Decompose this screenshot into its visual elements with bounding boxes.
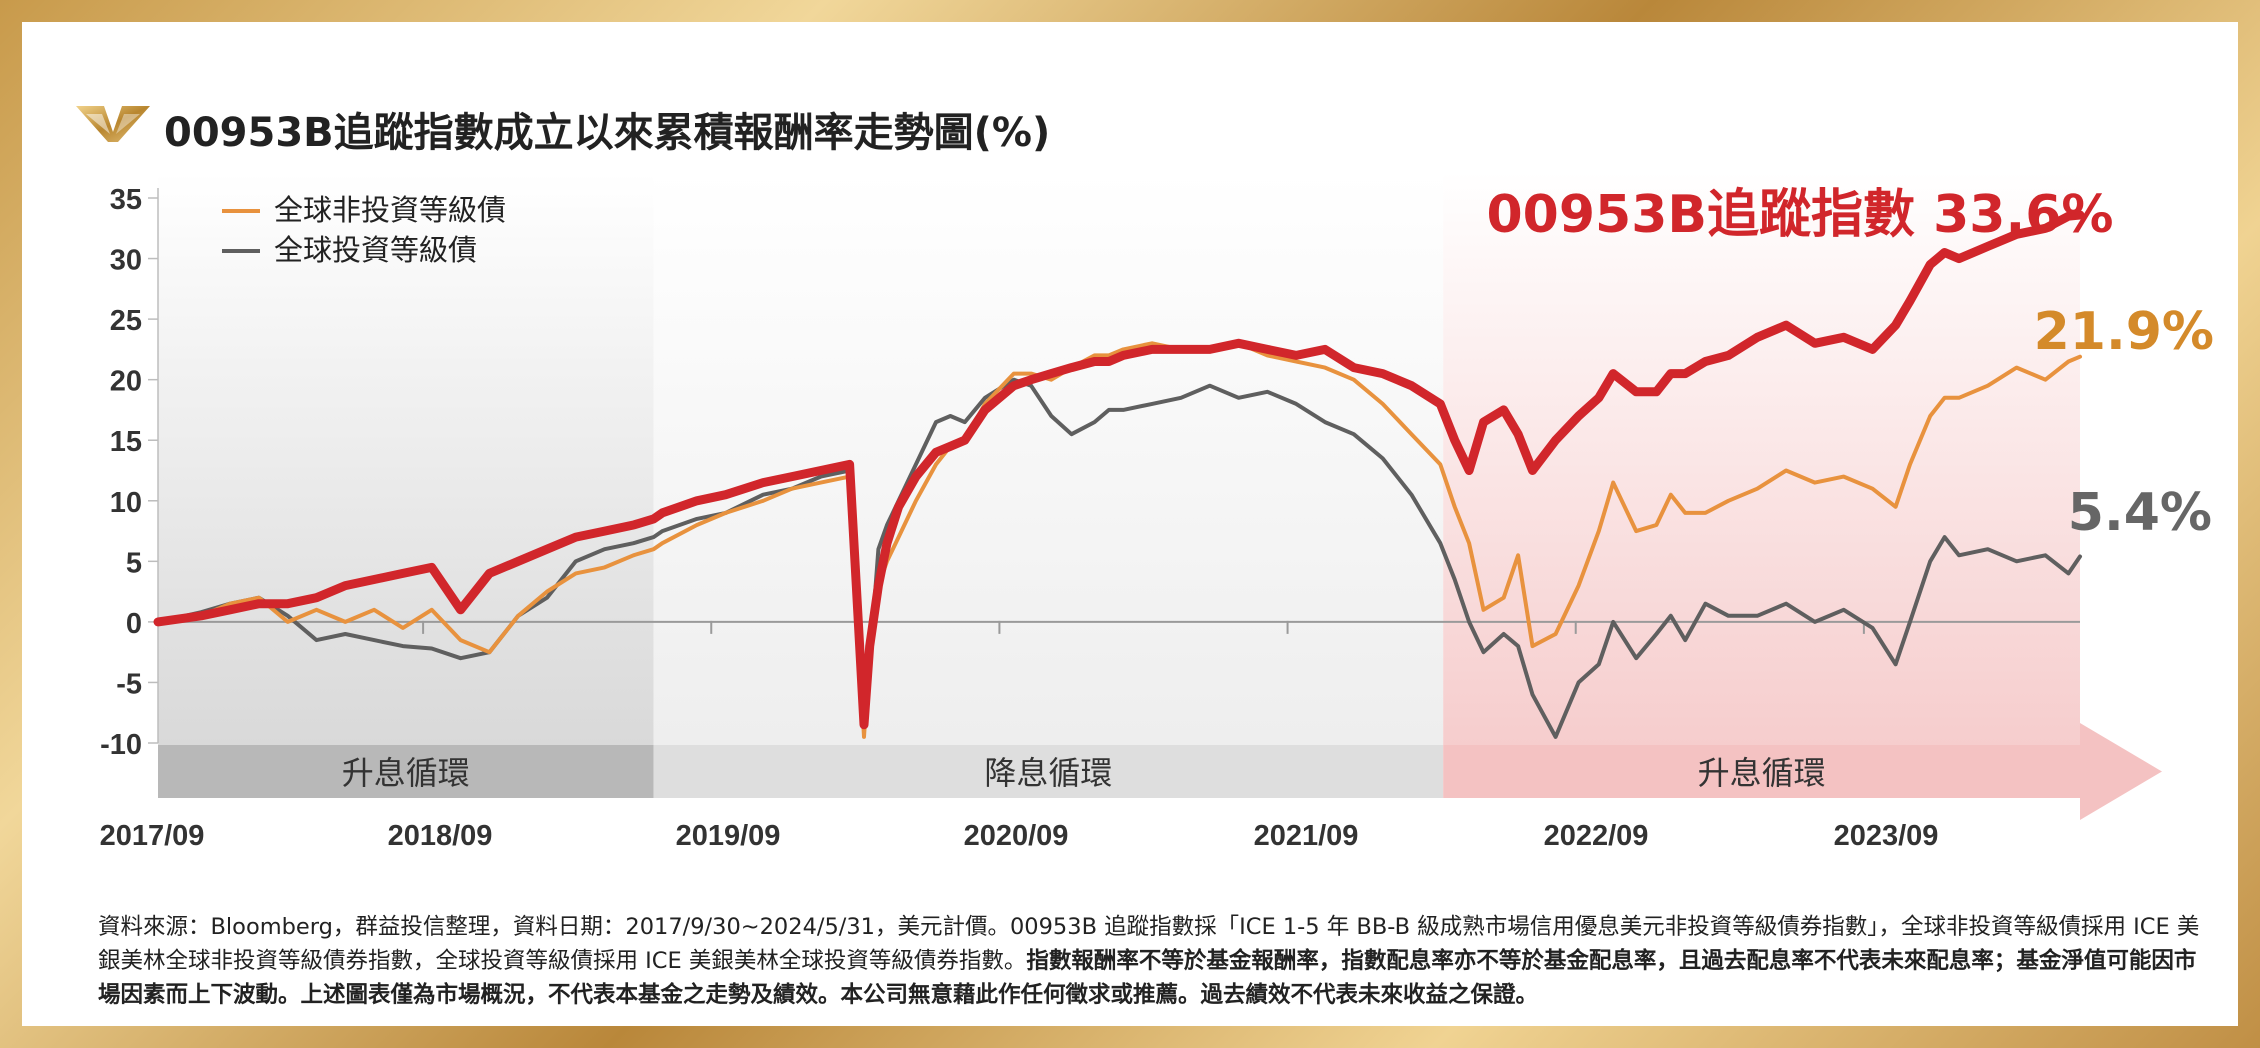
footnote-disclaimer: 指數報酬率不等於基金報酬率，指數配息率亦不等於基金配息率，且過去配息率不代表未來… bbox=[98, 948, 2197, 1008]
x-tick-label-5: 2022/09 bbox=[1544, 820, 1649, 852]
footnote-source: 資料來源：Bloomberg，群益投信整理，資料日期：2017/9/30~202… bbox=[98, 914, 2200, 974]
regime-band-1 bbox=[653, 745, 1444, 798]
end-label-2: 5.4% bbox=[2068, 483, 2212, 543]
x-tick-label-6: 2023/09 bbox=[1834, 820, 1939, 852]
y-tick-label-6: 5 bbox=[126, 547, 142, 579]
y-tick-label-5: 10 bbox=[110, 487, 142, 519]
y-tick-label-7: 0 bbox=[126, 608, 142, 640]
y-tick-label-3: 20 bbox=[110, 366, 142, 398]
regime-label-2: 升息循環 bbox=[1698, 754, 1826, 792]
y-tick-label-9: -10 bbox=[100, 729, 142, 761]
y-tick-label-4: 15 bbox=[110, 426, 142, 458]
series-line-investment-grade bbox=[156, 377, 2082, 739]
legend-label-0: 全球非投資等級債 bbox=[274, 193, 506, 227]
end-label-1: 21.9% bbox=[2034, 302, 2214, 362]
regime-zone-2 bbox=[1443, 172, 2080, 745]
brand-logo-icon bbox=[76, 106, 150, 142]
y-tick-label-0: 35 bbox=[110, 184, 142, 216]
x-tick-label-3: 2020/09 bbox=[964, 820, 1069, 852]
regime-zone-1 bbox=[653, 172, 1444, 745]
footnote: 資料來源：Bloomberg，群益投信整理，資料日期：2017/9/30~202… bbox=[98, 910, 2208, 1012]
x-tick-label-0: 2017/09 bbox=[100, 820, 205, 852]
chart-title: 00953B追蹤指數成立以來累積報酬率走勢圖(%) bbox=[164, 110, 1051, 156]
regime-label-0: 升息循環 bbox=[342, 754, 470, 792]
regime-label-1: 降息循環 bbox=[984, 754, 1112, 792]
end-label-0: 00953B追蹤指數 33.6% bbox=[1486, 185, 2113, 245]
y-tick-label-8: -5 bbox=[116, 668, 142, 700]
series-line-index bbox=[153, 210, 2085, 730]
legend-label-1: 全球投資等級債 bbox=[274, 233, 477, 267]
regime-zone-0 bbox=[158, 172, 654, 745]
x-tick-label-4: 2021/09 bbox=[1254, 820, 1359, 852]
regime-band-0 bbox=[158, 745, 654, 798]
y-tick-label-1: 30 bbox=[110, 245, 142, 277]
series-line-high-yield bbox=[156, 341, 2082, 739]
regime-arrow bbox=[2080, 723, 2162, 820]
regime-band-2 bbox=[1443, 745, 2080, 798]
x-tick-label-2: 2019/09 bbox=[676, 820, 781, 852]
chart-canvas: 升息循環 降息循環 升息循環 35 30 25 20 15 10 5 0 -5 -10 2017/09 2… bbox=[100, 172, 2214, 852]
x-tick-label-1: 2018/09 bbox=[388, 820, 493, 852]
chart-card: 升息循環 降息循環 升息循環 35 30 25 20 15 10 5 0 -5 -10 2017/09 2… bbox=[22, 22, 2238, 1026]
y-tick-label-2: 25 bbox=[110, 305, 142, 337]
